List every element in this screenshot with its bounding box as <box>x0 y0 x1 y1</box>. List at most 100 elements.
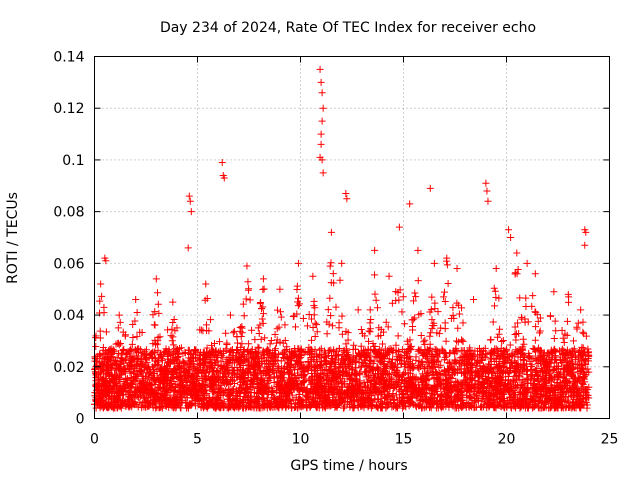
data-point <box>447 315 455 323</box>
data-point <box>486 336 494 344</box>
data-point <box>238 329 246 337</box>
data-point <box>168 325 176 333</box>
data-point <box>164 326 172 334</box>
data-point <box>313 404 321 412</box>
data-point <box>524 366 532 374</box>
data-point <box>116 318 124 326</box>
data-point <box>98 292 106 300</box>
data-point <box>454 324 462 332</box>
data-point <box>133 308 141 316</box>
data-point <box>414 347 422 355</box>
data-point <box>329 322 337 330</box>
data-point <box>508 351 516 359</box>
data-point <box>428 325 436 333</box>
data-point <box>427 329 435 337</box>
data-point <box>365 387 373 395</box>
data-point <box>405 345 413 353</box>
data-point <box>329 270 337 278</box>
data-point <box>169 341 177 349</box>
data-point <box>498 337 506 345</box>
data-point <box>197 326 205 334</box>
data-point <box>303 322 311 330</box>
data-point <box>169 319 177 327</box>
data-point <box>582 371 590 379</box>
data-point <box>267 336 275 344</box>
data-point <box>259 310 267 318</box>
data-point <box>335 319 343 327</box>
data-point <box>395 386 403 394</box>
data-point <box>489 318 497 326</box>
data-point <box>459 319 467 327</box>
data-point <box>272 369 280 377</box>
data-point <box>359 330 367 338</box>
data-point <box>311 366 319 374</box>
data-point <box>326 262 334 270</box>
data-point <box>259 319 267 327</box>
data-point <box>323 318 331 326</box>
data-points-layer <box>91 65 593 412</box>
data-point <box>393 403 401 411</box>
data-point <box>338 312 346 320</box>
data-point <box>311 333 319 341</box>
data-point <box>496 325 504 333</box>
data-point <box>392 297 400 305</box>
data-point <box>455 310 463 318</box>
data-point <box>532 308 540 316</box>
data-point <box>571 374 579 382</box>
data-point <box>454 366 462 374</box>
data-point <box>344 329 352 337</box>
data-point <box>151 308 159 316</box>
data-point <box>307 336 315 344</box>
data-point <box>251 336 259 344</box>
data-point <box>531 346 539 354</box>
grid-layer <box>94 56 610 419</box>
data-point <box>316 357 324 365</box>
data-point <box>522 294 530 302</box>
data-point <box>519 335 527 343</box>
data-point <box>257 335 265 343</box>
data-point <box>154 300 162 308</box>
data-point <box>579 328 587 336</box>
data-point <box>245 340 253 348</box>
data-point <box>324 306 332 314</box>
data-point <box>325 347 333 355</box>
data-point <box>96 334 104 342</box>
data-point <box>248 326 256 334</box>
data-point <box>172 346 180 354</box>
data-point <box>442 375 450 383</box>
data-point <box>237 333 245 341</box>
data-point <box>444 279 452 287</box>
data-point <box>361 368 369 376</box>
data-point <box>336 360 344 368</box>
data-point <box>327 259 335 267</box>
data-point <box>550 335 558 343</box>
data-point <box>222 329 230 337</box>
data-point <box>357 325 365 333</box>
data-point <box>441 325 449 333</box>
data-point <box>495 330 503 338</box>
data-point <box>210 339 218 347</box>
data-point <box>373 304 381 312</box>
data-point <box>511 323 519 331</box>
data-point <box>236 323 244 331</box>
data-point <box>339 404 347 412</box>
data-point <box>313 321 321 329</box>
data-point <box>385 355 393 363</box>
data-point <box>313 328 321 336</box>
data-point <box>369 339 377 347</box>
data-point <box>483 367 491 375</box>
data-point <box>492 294 500 302</box>
data-point <box>113 354 121 362</box>
data-point <box>296 300 304 308</box>
data-point <box>271 330 279 338</box>
data-point <box>149 311 157 319</box>
data-point <box>286 370 294 378</box>
data-point <box>244 348 252 356</box>
data-point <box>559 334 567 342</box>
data-point <box>208 346 216 354</box>
data-point <box>238 340 246 348</box>
data-point <box>125 364 133 372</box>
data-point <box>453 337 461 345</box>
data-point <box>246 296 254 304</box>
data-point <box>340 347 348 355</box>
